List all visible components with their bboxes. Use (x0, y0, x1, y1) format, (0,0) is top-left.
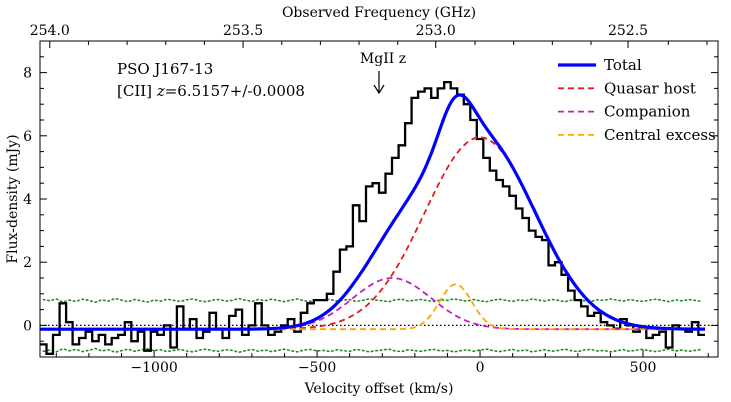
legend-label: Central excess (604, 126, 716, 144)
redshift-prefix: [CII] (117, 82, 157, 100)
x-tick-label: −1000 (130, 360, 177, 376)
noise-lower-line (42, 347, 703, 354)
x-tick-label: 0 (476, 360, 485, 376)
top-tick-label: 252.5 (608, 23, 648, 39)
series-total-line (40, 93, 705, 331)
top-tick-label: 253.0 (416, 23, 456, 39)
x-tick-label: −500 (298, 360, 336, 376)
legend-label: Companion (604, 103, 691, 121)
y-tick-label: 0 (23, 318, 32, 334)
plot-area (40, 80, 718, 355)
mgii-arrow-head (373, 84, 385, 95)
top-tick-label: 253.5 (223, 23, 263, 39)
mgii-label: MgII z (360, 51, 406, 67)
y-tick-label: 6 (23, 129, 32, 145)
redshift-label: [CII] z=6.5157+/-0.0008 (117, 82, 305, 100)
redshift-value: =6.5157+/-0.0008 (165, 82, 305, 100)
legend-label: Quasar host (604, 79, 696, 97)
y-tick-label: 4 (23, 192, 32, 208)
top-tick-label: 254.0 (30, 23, 70, 39)
x-axis-label: Velocity offset (km/s) (304, 381, 454, 397)
object-name-label: PSO J167-13 (117, 60, 213, 78)
x-tick-label: 500 (630, 360, 657, 376)
y-tick-label: 2 (23, 255, 32, 271)
y-axis-label: Flux-density (mJy) (5, 134, 21, 263)
redshift-variable: z (156, 82, 165, 100)
legend-label: Total (604, 56, 642, 74)
top-axis-label: Observed Frequency (GHz) (282, 5, 476, 21)
spectrum-histogram (40, 80, 705, 355)
y-tick-label: 8 (23, 66, 32, 82)
